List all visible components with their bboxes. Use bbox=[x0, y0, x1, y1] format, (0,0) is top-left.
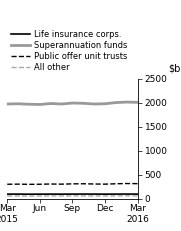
Life insurance corps. bbox=[136, 193, 139, 195]
All other bbox=[126, 195, 128, 197]
Line: Public offer unit trusts: Public offer unit trusts bbox=[7, 183, 138, 184]
Superannuation funds bbox=[93, 103, 95, 105]
All other bbox=[17, 195, 19, 197]
Public offer unit trusts bbox=[82, 182, 84, 185]
Superannuation funds bbox=[71, 102, 73, 104]
Superannuation funds bbox=[136, 101, 139, 104]
All other bbox=[71, 195, 73, 197]
Life insurance corps. bbox=[60, 193, 63, 195]
Public offer unit trusts bbox=[93, 183, 95, 185]
Legend: Life insurance corps., Superannuation funds, Public offer unit trusts, All other: Life insurance corps., Superannuation fu… bbox=[11, 30, 127, 72]
Life insurance corps. bbox=[82, 193, 84, 195]
Public offer unit trusts bbox=[104, 183, 106, 185]
Public offer unit trusts bbox=[39, 183, 41, 186]
Public offer unit trusts bbox=[126, 182, 128, 185]
Superannuation funds bbox=[115, 101, 117, 104]
Line: Superannuation funds: Superannuation funds bbox=[7, 102, 138, 104]
Public offer unit trusts bbox=[136, 182, 139, 185]
All other bbox=[93, 195, 95, 198]
Life insurance corps. bbox=[126, 193, 128, 195]
All other bbox=[60, 195, 63, 197]
Life insurance corps. bbox=[39, 193, 41, 195]
All other bbox=[104, 195, 106, 197]
Life insurance corps. bbox=[17, 193, 19, 195]
Life insurance corps. bbox=[104, 193, 106, 195]
Superannuation funds bbox=[82, 102, 84, 105]
Life insurance corps. bbox=[6, 193, 8, 195]
Superannuation funds bbox=[126, 101, 128, 103]
Public offer unit trusts bbox=[60, 183, 63, 185]
Superannuation funds bbox=[6, 103, 8, 105]
Public offer unit trusts bbox=[17, 183, 19, 185]
Public offer unit trusts bbox=[50, 183, 52, 185]
All other bbox=[82, 195, 84, 197]
Public offer unit trusts bbox=[6, 183, 8, 186]
Superannuation funds bbox=[60, 103, 63, 105]
Life insurance corps. bbox=[28, 193, 30, 196]
Public offer unit trusts bbox=[28, 183, 30, 186]
Superannuation funds bbox=[50, 102, 52, 105]
Superannuation funds bbox=[28, 103, 30, 106]
Superannuation funds bbox=[17, 102, 19, 105]
Public offer unit trusts bbox=[115, 182, 117, 185]
Life insurance corps. bbox=[115, 193, 117, 195]
Life insurance corps. bbox=[71, 193, 73, 195]
Life insurance corps. bbox=[50, 193, 52, 195]
All other bbox=[6, 195, 8, 198]
All other bbox=[50, 195, 52, 197]
Life insurance corps. bbox=[93, 193, 95, 195]
All other bbox=[136, 195, 139, 197]
All other bbox=[39, 195, 41, 198]
Public offer unit trusts bbox=[71, 182, 73, 185]
Superannuation funds bbox=[39, 103, 41, 106]
All other bbox=[28, 195, 30, 198]
Text: $b: $b bbox=[168, 64, 180, 74]
Superannuation funds bbox=[104, 102, 106, 105]
All other bbox=[115, 195, 117, 197]
